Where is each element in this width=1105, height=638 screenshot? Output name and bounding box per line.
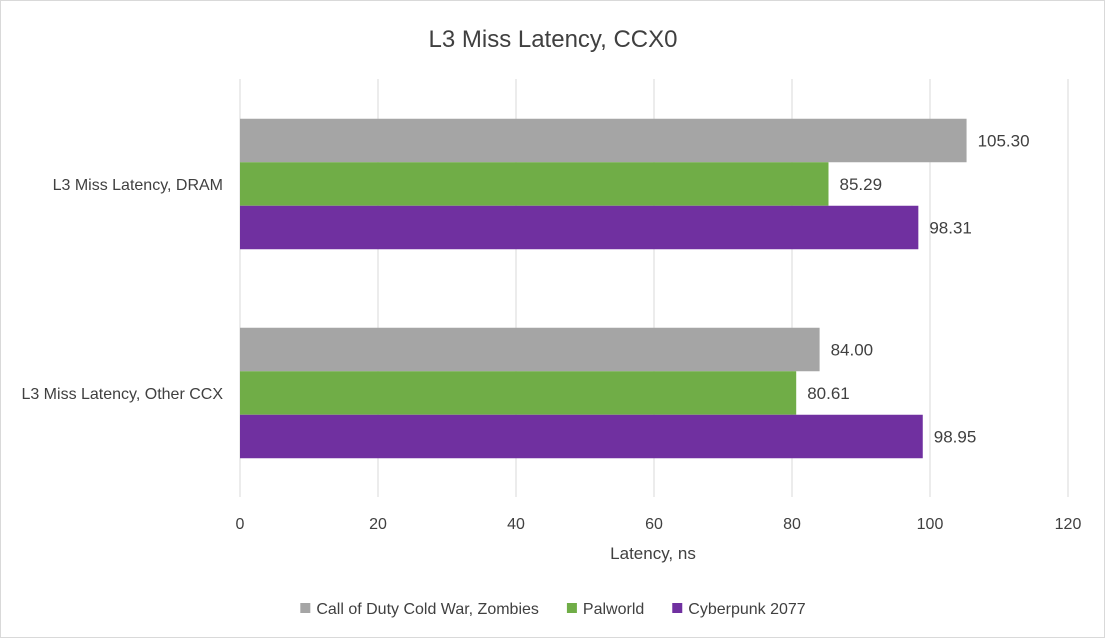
bar-2-1 [240, 162, 829, 206]
bar-3-1 [240, 205, 919, 250]
x-tick-label-60: 60 [645, 516, 663, 533]
x-tick-label-120: 120 [1055, 516, 1082, 533]
bar-2-2 [240, 371, 797, 415]
bar-3-2 [240, 414, 923, 459]
legend-swatch-2 [566, 603, 577, 613]
x-tick-label-40: 40 [507, 516, 525, 533]
x-axis-title: Latency, ns [610, 544, 696, 563]
legend-swatch-3 [672, 603, 683, 613]
legend: Call of Duty Cold War, Zombies Palworld Cy… [300, 601, 806, 618]
x-tick-label-20: 20 [369, 516, 387, 533]
data-label-2-2: 80.61 [807, 384, 850, 403]
category-label-1: L3 Miss Latency, DRAM [53, 177, 223, 194]
y-axis-categories: L3 Miss Latency, DRAM L3 Miss Latency, Ot… [21, 177, 223, 403]
legend-swatch-1 [300, 603, 311, 613]
legend-label-3: Cyberpunk 2077 [688, 601, 806, 618]
legend-label-1: Call of Duty Cold War, Zombies [316, 601, 539, 618]
data-label-1-1: 105.30 [978, 132, 1030, 151]
chart-title: L3 Miss Latency, CCX0 [429, 26, 678, 53]
legend-label-2: Palworld [583, 601, 644, 618]
category-label-2: L3 Miss Latency, Other CCX [21, 386, 223, 403]
bar-1-2 [240, 327, 820, 372]
bars [240, 118, 967, 459]
data-label-1-2: 84.00 [831, 341, 874, 360]
data-label-2-1: 85.29 [840, 175, 883, 194]
bar-1-1 [240, 118, 967, 163]
data-labels: 105.30 85.29 98.31 84.00 80.61 98.95 [807, 132, 1029, 447]
x-tick-label-0: 0 [236, 516, 245, 533]
x-axis-ticks: 0 20 40 60 80 100 120 [236, 516, 1082, 533]
x-tick-label-80: 80 [783, 516, 801, 533]
data-label-3-2: 98.95 [934, 428, 977, 447]
data-label-3-1: 98.31 [929, 219, 972, 238]
x-tick-label-100: 100 [917, 516, 944, 533]
